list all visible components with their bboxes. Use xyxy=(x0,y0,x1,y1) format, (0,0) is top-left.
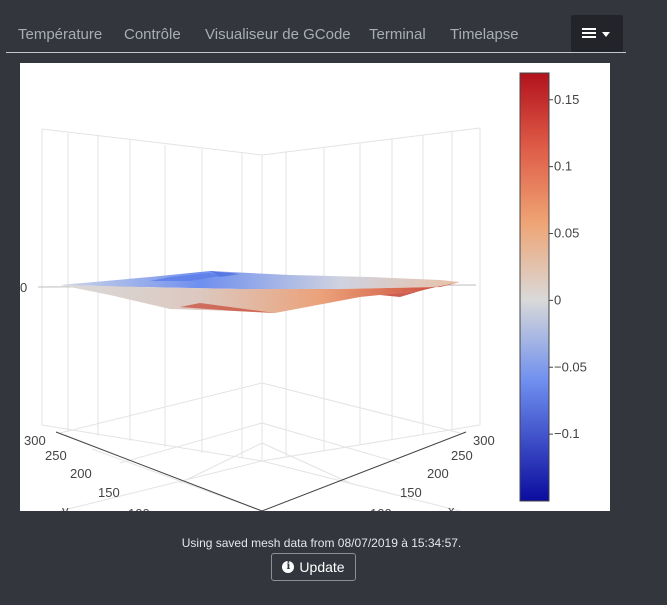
x-tick-label: 300 xyxy=(473,433,495,448)
mesh-status-text: Using saved mesh data from 08/07/2019 à … xyxy=(181,536,462,550)
x-tick-label: 250 xyxy=(451,448,473,463)
colorbar-tick-label: 0.05 xyxy=(554,226,579,241)
x-axis-line xyxy=(261,431,467,511)
colorbar-ticks: 0.15 0.1 0.05 0 −0.05 −0.1 xyxy=(549,92,587,441)
info-circle-icon: i xyxy=(282,561,295,573)
colorbar-tick-label: 0.1 xyxy=(554,159,572,174)
update-button[interactable]: i Update xyxy=(271,553,356,581)
tab-controle[interactable]: Contrôle xyxy=(124,26,181,43)
y-axis-title: y xyxy=(62,503,69,511)
tab-overflow-menu-button[interactable] xyxy=(571,15,623,52)
y-tick-label: 150 xyxy=(98,485,120,500)
tab-gcode-viewer[interactable]: Visualiseur de GCode xyxy=(205,26,351,43)
plot-grid xyxy=(41,127,481,511)
z-tick-label: 0 xyxy=(20,280,27,295)
x-tick-label: 200 xyxy=(427,466,449,481)
y-tick-label: 250 xyxy=(45,448,67,463)
mesh-surface-chart[interactable]: 0 300 250 200 150 100 y 300 250 200 150 … xyxy=(20,63,610,511)
colorbar xyxy=(519,72,550,502)
hamburger-icon xyxy=(582,28,596,38)
colorbar-tick-label: −0.05 xyxy=(554,359,587,374)
caret-down-icon xyxy=(602,32,610,37)
mesh-surface xyxy=(60,271,460,313)
colorbar-tick-label: −0.1 xyxy=(554,426,580,441)
x-tick-label: 150 xyxy=(400,485,422,500)
y-tick-label: 100 xyxy=(128,506,150,511)
x-tick-label: 100 xyxy=(370,506,392,511)
colorbar-tick-label: 0 xyxy=(554,292,561,307)
colorbar-tick-label: 0.15 xyxy=(554,92,579,107)
bed-mesh-plot[interactable]: 0 300 250 200 150 100 y 300 250 200 150 … xyxy=(20,63,610,511)
tab-terminal[interactable]: Terminal xyxy=(369,26,426,43)
tab-bar: Température Contrôle Visualiseur de GCod… xyxy=(6,14,626,53)
tab-timelapse[interactable]: Timelapse xyxy=(450,26,519,43)
y-tick-label: 300 xyxy=(24,433,46,448)
y-axis-line xyxy=(55,431,263,511)
y-tick-label: 200 xyxy=(70,466,92,481)
tab-temperature[interactable]: Température xyxy=(18,26,103,43)
x-axis-title: x xyxy=(448,503,455,511)
update-button-label: Update xyxy=(299,559,345,575)
